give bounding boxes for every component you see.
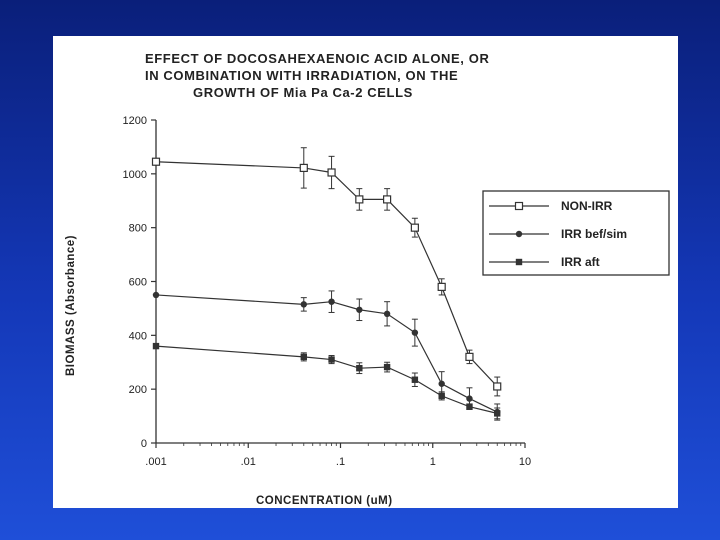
open-square-marker bbox=[410, 223, 419, 232]
y-tick-label: 400 bbox=[129, 330, 147, 342]
open-square-marker bbox=[493, 382, 502, 391]
x-tick-label: .1 bbox=[336, 456, 345, 468]
open-square-marker bbox=[151, 157, 161, 166]
x-axis-title: CONCENTRATION (uM) bbox=[256, 495, 393, 507]
series-line bbox=[155, 294, 498, 413]
series-irr-bef-sim bbox=[152, 290, 501, 421]
open-square-marker bbox=[465, 352, 474, 361]
filled-circle-marker bbox=[152, 291, 160, 299]
y-tick-label: 600 bbox=[129, 277, 147, 289]
filled-circle-marker bbox=[515, 230, 523, 238]
open-square-marker bbox=[383, 195, 392, 204]
filled-circle-marker bbox=[328, 298, 335, 305]
filled-square-marker bbox=[152, 342, 160, 350]
y-tick-label: 1200 bbox=[123, 115, 147, 127]
chart-paper: EFFECT OF DOCOSAHEXAENOIC ACID ALONE, OR… bbox=[53, 36, 678, 508]
legend-label: NON-IRR bbox=[561, 199, 613, 213]
x-tick-label: .01 bbox=[241, 456, 256, 468]
legend-box bbox=[482, 190, 670, 276]
series-layer bbox=[151, 147, 502, 421]
filled-square-marker bbox=[411, 376, 419, 383]
x-tick-label: 1 bbox=[430, 456, 436, 468]
y-tick-label: 0 bbox=[141, 438, 147, 450]
legend-label: IRR bef/sim bbox=[561, 227, 627, 241]
axes: 0 200 400 600 800 1000 1200 .001 .01 .1 1 10 bbox=[123, 115, 532, 468]
legend: NON-IRR IRR bef/sim IRR aft bbox=[482, 190, 670, 276]
y-tick-label: 800 bbox=[129, 223, 147, 235]
series-irr-aft bbox=[152, 342, 501, 420]
legend-label: IRR aft bbox=[561, 255, 600, 269]
filled-circle-marker bbox=[411, 329, 419, 336]
x-tick-label: .001 bbox=[145, 456, 166, 468]
filled-square-marker bbox=[466, 403, 473, 410]
filled-circle-marker bbox=[438, 380, 445, 387]
open-square-marker bbox=[437, 282, 446, 291]
open-square-marker bbox=[355, 195, 364, 204]
chart-title-line-1: EFFECT OF DOCOSAHEXAENOIC ACID ALONE, OR bbox=[145, 51, 489, 66]
filled-circle-marker bbox=[383, 310, 391, 317]
filled-square-marker bbox=[356, 364, 363, 372]
y-tick-label: 200 bbox=[129, 384, 147, 396]
series-line bbox=[155, 345, 498, 414]
open-square-marker bbox=[514, 201, 524, 211]
filled-square-marker bbox=[383, 363, 391, 371]
filled-circle-marker bbox=[356, 306, 363, 313]
filled-square-marker bbox=[515, 258, 523, 266]
filled-square-marker bbox=[328, 356, 335, 363]
y-axis-title: BIOMASS (Absorbance) bbox=[65, 235, 77, 376]
filled-square-marker bbox=[494, 410, 501, 417]
chart-title-line-2: IN COMBINATION WITH IRRADIATION, ON THE bbox=[145, 68, 458, 83]
filled-circle-marker bbox=[300, 301, 307, 308]
open-square-marker bbox=[327, 168, 336, 177]
y-tick-label: 1000 bbox=[123, 169, 147, 181]
x-tick-label: 10 bbox=[519, 456, 531, 468]
series-line bbox=[155, 161, 498, 387]
line-chart: EFFECT OF DOCOSAHEXAENOIC ACID ALONE, OR… bbox=[65, 51, 670, 507]
open-square-marker bbox=[299, 163, 308, 173]
chart-title-line-3: GROWTH OF Mia Pa Ca-2 CELLS bbox=[193, 85, 413, 100]
filled-circle-marker bbox=[466, 395, 473, 402]
filled-square-marker bbox=[300, 353, 307, 361]
series-non-irr bbox=[151, 147, 502, 397]
filled-square-marker bbox=[438, 392, 445, 400]
